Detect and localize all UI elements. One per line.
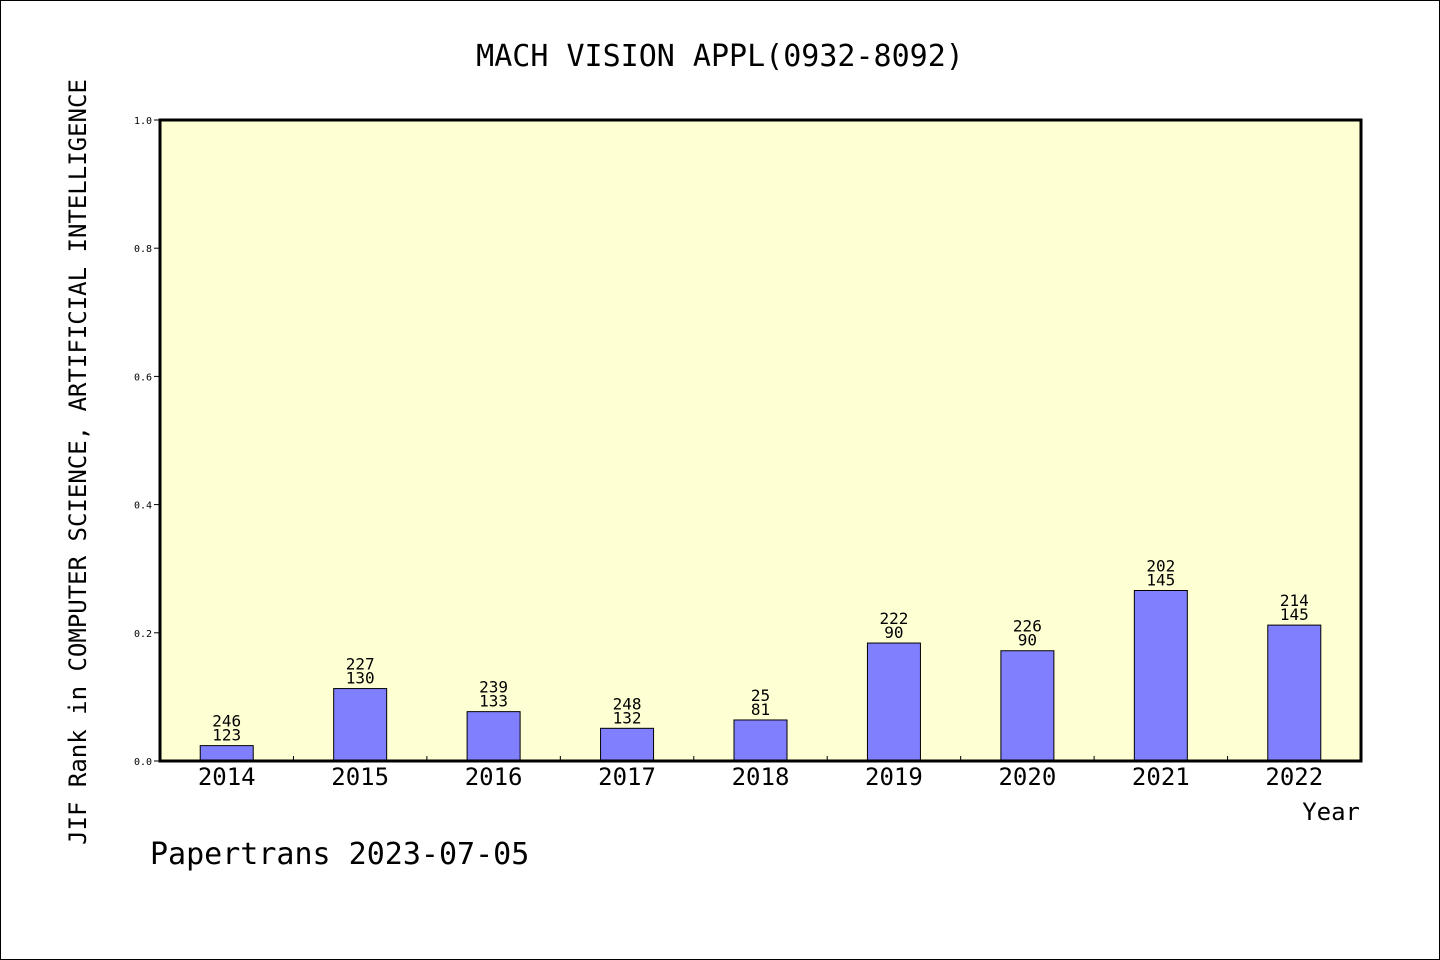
bar-2021 — [1133, 589, 1188, 762]
bar-label-bottom: 132 — [613, 708, 642, 727]
bar-label-top: 227 — [346, 655, 375, 674]
bar-label-top: 222 — [879, 609, 908, 628]
y-tick-label: 1.0 — [134, 116, 152, 127]
bar-2016 — [466, 711, 521, 762]
bar-2015 — [333, 688, 388, 762]
x-tick-label: 2014 — [198, 763, 256, 791]
x-tick-label: 2017 — [598, 763, 656, 791]
x-tick-label: 2016 — [465, 763, 523, 791]
bar-label-bottom: 81 — [751, 700, 770, 719]
bar-label-top: 214 — [1280, 591, 1309, 610]
x-axis-ticks: 2014 2015 2016 2017 2018 2019 2020 2021 2022 — [198, 756, 1323, 791]
bars-group — [199, 589, 1322, 762]
x-axis-label: Year — [1302, 798, 1360, 826]
bar-label-top: 226 — [1013, 617, 1042, 636]
bar-2019 — [866, 642, 921, 762]
bar-label-bottom: 133 — [479, 692, 508, 711]
x-tick-label: 2022 — [1265, 763, 1323, 791]
x-tick-label: 2021 — [1132, 763, 1190, 791]
bar-2018 — [733, 719, 788, 762]
bar-label-top: 248 — [613, 694, 642, 713]
bar-label-top: 202 — [1146, 556, 1175, 575]
bar-label-top: 239 — [479, 678, 508, 697]
y-axis-ticks: 0.0 0.2 0.4 0.6 0.8 1.0 — [134, 116, 160, 768]
x-tick-label: 2018 — [732, 763, 790, 791]
bar-label-top: 246 — [212, 712, 241, 731]
bar-label-bottom: 145 — [1146, 570, 1175, 589]
y-tick-label: 0.2 — [134, 629, 152, 640]
bar-label-top: 25 — [751, 686, 770, 705]
bar-label-bottom: 145 — [1280, 605, 1309, 624]
y-tick-label: 0.4 — [134, 501, 152, 512]
bar-label-bottom: 90 — [1018, 631, 1037, 650]
bar-2022 — [1267, 624, 1322, 762]
x-tick-label: 2020 — [998, 763, 1056, 791]
bar-label-bottom: 123 — [212, 726, 241, 745]
y-tick-label: 0.6 — [134, 372, 152, 383]
y-axis-label: JIF Rank in COMPUTER SCIENCE, ARTIFICIAL… — [64, 79, 92, 845]
x-tick-label: 2019 — [865, 763, 923, 791]
chart-title: MACH VISION APPL(0932-8092) — [476, 39, 964, 74]
bar-label-bottom: 130 — [346, 669, 375, 688]
y-tick-label: 0.8 — [134, 244, 152, 255]
x-tick-label: 2015 — [331, 763, 389, 791]
footer-credit: Papertrans 2023-07-05 — [150, 837, 529, 872]
bar-2020 — [1000, 650, 1055, 762]
y-tick-label: 0.0 — [134, 757, 152, 768]
bar-label-bottom: 90 — [884, 623, 903, 642]
bar-2017 — [600, 727, 655, 762]
plot-border — [158, 118, 1363, 763]
bar-2014 — [199, 745, 254, 762]
